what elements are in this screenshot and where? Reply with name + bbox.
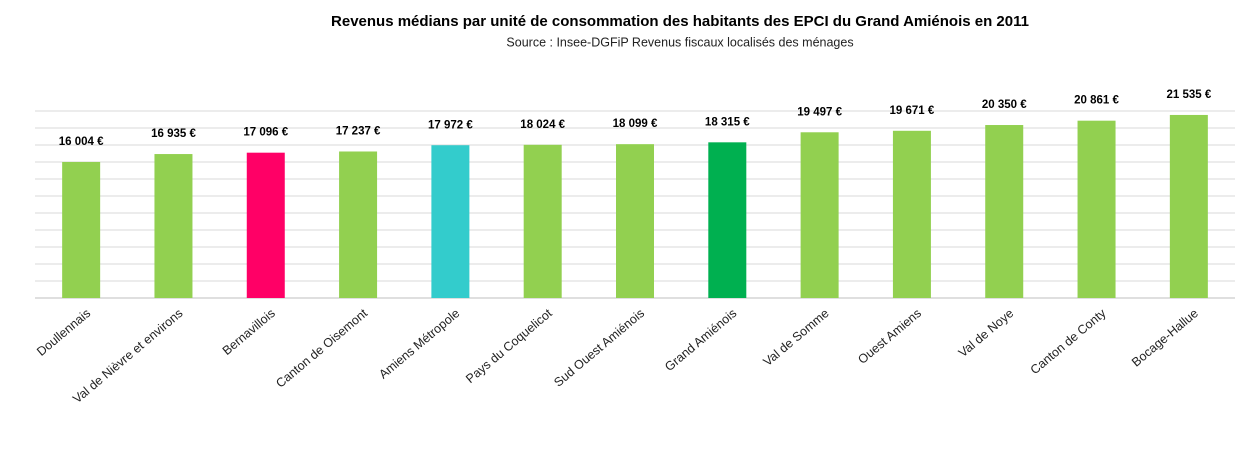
value-label: 19 671 € [890, 105, 935, 117]
bar [616, 144, 654, 298]
x-tick-label: Grand Amiénois [662, 306, 739, 374]
x-tick-label: Canton de Conty [1028, 306, 1109, 378]
x-tick-label: Doullennais [34, 306, 93, 359]
value-label: 17 096 € [243, 127, 288, 139]
bar [523, 144, 562, 298]
bar [339, 151, 378, 298]
x-tick-label: Val de Somme [761, 306, 832, 369]
chart-subtitle: Source : Insee-DGFiP Revenus fiscaux loc… [506, 35, 853, 49]
value-label: 19 497 € [797, 106, 842, 118]
bar [800, 132, 839, 298]
bar [154, 154, 193, 298]
x-tick-label: Amiens Métropole [376, 306, 462, 382]
bar [892, 130, 931, 298]
value-label: 16 935 € [151, 128, 196, 140]
bar [708, 142, 747, 298]
x-tick-label: Ouest Amiens [855, 306, 924, 367]
value-label: 18 024 € [520, 119, 565, 131]
value-label: 17 237 € [336, 126, 381, 138]
bar [431, 145, 470, 298]
x-tick-label: Pays du Coquelicot [463, 306, 555, 386]
value-label: 20 350 € [982, 99, 1027, 111]
bar [985, 125, 1024, 299]
bar [62, 161, 101, 298]
value-label: 18 315 € [705, 116, 750, 128]
bar [1077, 120, 1116, 298]
x-tick-label: Bocage-Hallue [1129, 306, 1201, 369]
x-tick-label: Sud Ouest Amiénois [551, 306, 647, 390]
x-tick-label: Bernavillois [220, 306, 278, 358]
value-label: 18 099 € [613, 118, 658, 130]
bar [246, 152, 285, 298]
x-tick-label: Canton de Oisemont [273, 306, 370, 391]
value-label: 17 972 € [428, 119, 473, 131]
bar [1169, 114, 1208, 298]
chart-title: Revenus médians par unité de consommatio… [331, 13, 1029, 30]
x-tick-label: Val de Noye [956, 306, 1016, 360]
value-label: 21 535 € [1166, 89, 1211, 101]
value-label: 20 861 € [1074, 95, 1119, 107]
value-label: 16 004 € [59, 136, 104, 148]
